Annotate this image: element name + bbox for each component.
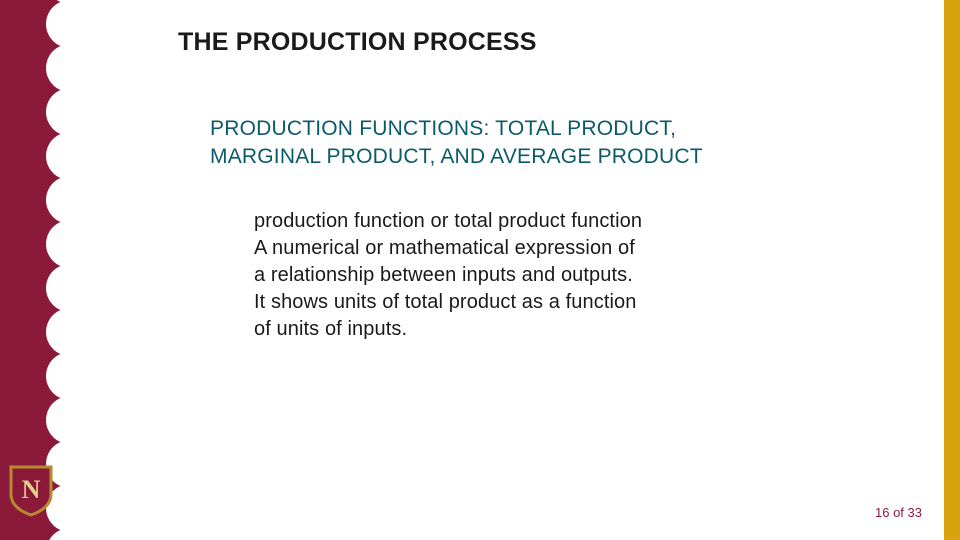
body-line-4: It shows units of total product as a fun… bbox=[254, 291, 637, 313]
page-total: 33 bbox=[908, 505, 922, 520]
body-line-2: A numerical or mathematical expression o… bbox=[254, 237, 635, 259]
subtitle-line-1: PRODUCTION FUNCTIONS: TOTAL PRODUCT, bbox=[210, 117, 676, 140]
body-line-1: production function or total product fun… bbox=[254, 210, 642, 232]
left-decorative-bar bbox=[0, 0, 62, 540]
body-text: production function or total product fun… bbox=[254, 208, 642, 343]
page-current: 16 bbox=[875, 505, 889, 520]
slide-title: THE PRODUCTION PROCESS bbox=[178, 28, 537, 57]
page-separator: of bbox=[889, 505, 907, 520]
subtitle-line-2: MARGINAL PRODUCT, AND AVERAGE PRODUCT bbox=[210, 145, 703, 168]
body-line-5: of units of inputs. bbox=[254, 318, 407, 340]
body-line-3: a relationship between inputs and output… bbox=[254, 264, 633, 286]
right-decorative-bar bbox=[944, 0, 960, 540]
shield-letter: N bbox=[22, 475, 41, 504]
scallop-edge bbox=[40, 0, 62, 540]
page-number: 16 of 33 bbox=[875, 505, 922, 520]
logo-shield-icon: N bbox=[8, 464, 54, 518]
slide-subtitle: PRODUCTION FUNCTIONS: TOTAL PRODUCT, MAR… bbox=[210, 115, 703, 172]
slide: THE PRODUCTION PROCESS PRODUCTION FUNCTI… bbox=[0, 0, 960, 540]
